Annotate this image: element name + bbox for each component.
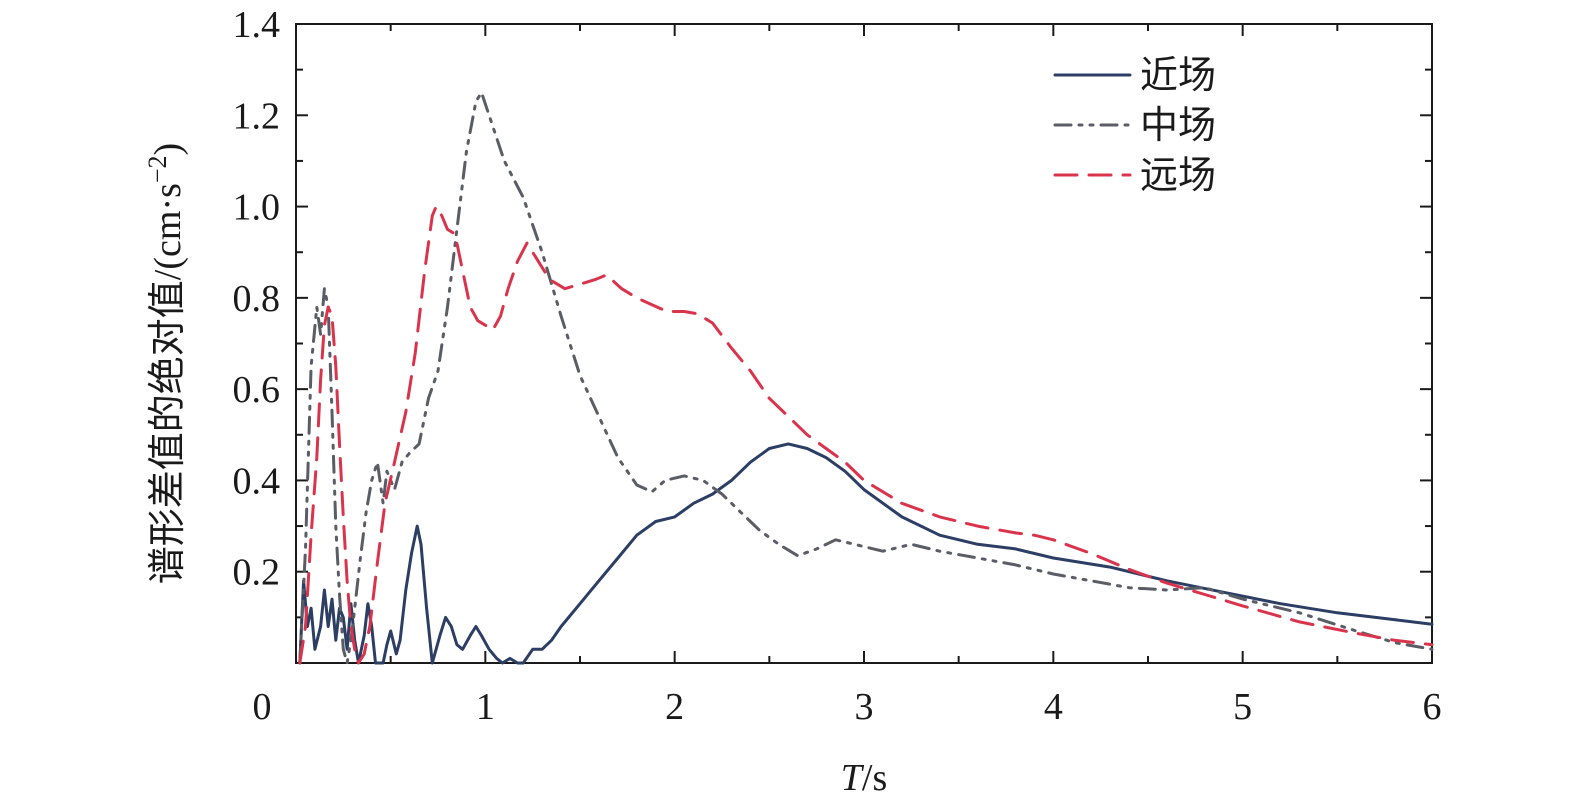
x-tick-label: 6: [1423, 686, 1442, 728]
x-tick-label: 1: [476, 686, 495, 728]
y-tick-label: 0.8: [233, 278, 281, 320]
plot-frame: [295, 23, 1433, 664]
y-axis-title: 谱形差值的绝对值/(cm·s−2): [143, 143, 189, 584]
x-tick-label: 3: [855, 686, 874, 728]
y-tick-label: 0.2: [233, 552, 281, 594]
y-tick-label: 1.0: [233, 187, 281, 229]
series-line-2: [298, 205, 1434, 665]
x-axis-title: T/s: [841, 757, 888, 799]
x-tick-label: 0: [253, 686, 272, 728]
x-axis-ticks: 0 1 2 3 4 5 6: [253, 24, 1442, 728]
y-tick-label: 1.2: [233, 95, 281, 137]
series-line-0: [298, 442, 1434, 665]
x-tick-label: 4: [1044, 686, 1063, 728]
legend-label: 远场: [1140, 155, 1216, 197]
y-tick-label: 0.4: [233, 460, 281, 502]
legend-label: 中场: [1140, 105, 1216, 147]
y-tick-label: 1.4: [233, 4, 281, 46]
y-tick-label: 0.6: [233, 369, 281, 411]
y-axis-ticks: 0.2 0.4 0.6 0.8 1.0 1.2 1.4: [233, 4, 1432, 664]
plot-area: [295, 23, 1433, 664]
series-layer: [298, 91, 1434, 665]
series-line-1: [298, 91, 1434, 665]
legend-label: 近场: [1140, 55, 1216, 97]
x-tick-label: 5: [1233, 686, 1252, 728]
x-tick-label: 2: [665, 686, 684, 728]
